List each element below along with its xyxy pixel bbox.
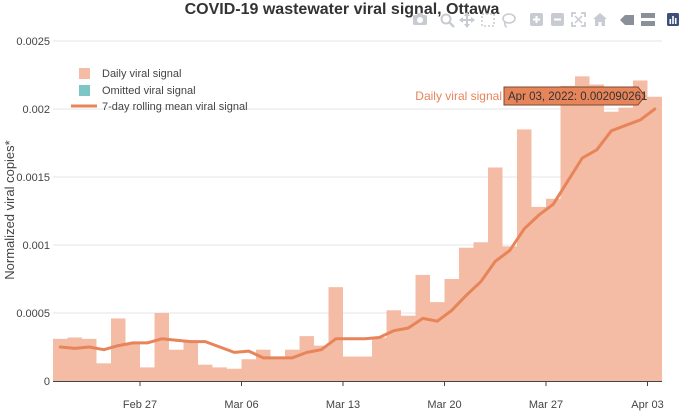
bar-daily-signal[interactable] xyxy=(473,242,489,381)
box-select-icon[interactable] xyxy=(481,13,495,27)
bar-daily-signal[interactable] xyxy=(430,302,445,381)
bar-daily-signal[interactable] xyxy=(227,368,242,381)
bar-daily-signal[interactable] xyxy=(270,356,286,381)
bar-daily-signal[interactable] xyxy=(444,279,460,381)
legend-label-rolling[interactable]: 7-day rolling mean viral signal xyxy=(102,101,248,113)
bar-daily-signal[interactable] xyxy=(125,342,141,381)
x-tick-label: Feb 27 xyxy=(123,399,157,411)
plotly-logo-icon[interactable] xyxy=(667,13,679,26)
bar-daily-signal[interactable] xyxy=(488,167,503,381)
bar-daily-signal[interactable] xyxy=(618,107,634,381)
bar-daily-signal[interactable] xyxy=(183,341,199,381)
legend-label-omitted[interactable]: Omitted viral signal xyxy=(102,85,196,97)
bar-daily-signal[interactable] xyxy=(169,349,184,381)
zoom-in-icon[interactable] xyxy=(530,13,543,26)
bar-daily-signal[interactable] xyxy=(328,287,344,381)
bar-daily-signal[interactable] xyxy=(314,345,329,381)
bar-daily-signal[interactable] xyxy=(140,367,155,381)
line-layer xyxy=(58,107,657,360)
rolling-mean-line[interactable] xyxy=(58,107,657,360)
x-tick-label: Mar 20 xyxy=(427,399,461,411)
x-tick-label: Mar 13 xyxy=(326,399,360,411)
bar-daily-signal[interactable] xyxy=(546,198,561,381)
hover-box xyxy=(503,86,646,106)
bar-daily-signal[interactable] xyxy=(198,364,213,381)
bar-daily-signal[interactable] xyxy=(299,336,315,381)
bar-daily-signal[interactable] xyxy=(53,338,68,381)
bar-daily-signal[interactable] xyxy=(633,80,648,381)
bar-daily-signal[interactable] xyxy=(517,129,532,381)
hover-compare-icon[interactable] xyxy=(641,13,655,26)
y-tick-label: 0.0015 xyxy=(16,172,50,184)
bar-daily-signal[interactable] xyxy=(357,356,373,381)
camera-icon[interactable] xyxy=(413,13,427,25)
bar-daily-signal[interactable] xyxy=(531,206,547,381)
y-tick-label: 0.0025 xyxy=(16,36,50,48)
lasso-icon[interactable] xyxy=(502,13,516,28)
bar-daily-signal[interactable] xyxy=(604,111,619,381)
bar-daily-signal[interactable] xyxy=(343,356,358,381)
hover-value-text: Apr 03, 2022: 0.002090261 xyxy=(508,91,647,103)
y-tick-label: 0.0005 xyxy=(16,308,50,320)
bar-daily-signal[interactable] xyxy=(67,337,83,381)
bar-daily-signal[interactable] xyxy=(111,318,126,381)
bar-daily-signal[interactable] xyxy=(459,247,474,381)
legend-swatch-daily[interactable] xyxy=(79,68,90,79)
hover-tooltip: Daily viral signal Apr 03, 2022: 0.00209… xyxy=(415,86,647,106)
bar-daily-signal[interactable] xyxy=(560,85,576,381)
bar-daily-signal[interactable] xyxy=(241,359,257,381)
bar-daily-signal[interactable] xyxy=(647,96,663,381)
y-tick-label: 0.002 xyxy=(22,104,50,116)
legend-swatch-omitted[interactable] xyxy=(79,85,90,96)
chart-title: COVID-19 wastewater viral signal, Ottawa xyxy=(185,1,500,18)
bar-daily-signal[interactable] xyxy=(82,338,97,381)
bar-daily-signal[interactable] xyxy=(212,367,228,381)
modebar xyxy=(413,12,679,28)
pan-icon[interactable] xyxy=(459,12,475,28)
y-tick-label: 0.001 xyxy=(22,240,50,252)
hover-series-label: Daily viral signal xyxy=(415,89,502,103)
hover-closest-icon[interactable] xyxy=(620,15,634,25)
bar-daily-signal[interactable] xyxy=(96,363,112,381)
zoom-out-icon[interactable] xyxy=(551,13,564,26)
y-axis: 0 0.0005 0.001 0.0015 0.002 0.0025 xyxy=(16,36,50,388)
x-tick-label: Apr 03 xyxy=(631,399,663,411)
bar-daily-signal[interactable] xyxy=(502,246,518,381)
x-tick-label: Mar 06 xyxy=(224,399,258,411)
bar-daily-signal[interactable] xyxy=(386,310,402,381)
y-tick-label: 0 xyxy=(44,376,50,388)
y-axis-label: Normalized viral copies* xyxy=(2,140,17,279)
zoom-icon[interactable] xyxy=(440,13,455,28)
legend-label-daily[interactable]: Daily viral signal xyxy=(102,68,181,80)
autoscale-icon[interactable] xyxy=(571,12,586,27)
bar-daily-signal[interactable] xyxy=(589,84,605,382)
bars-layer xyxy=(53,76,663,382)
home-icon[interactable] xyxy=(593,13,607,26)
legend: Daily viral signal Omitted viral signal … xyxy=(71,68,248,113)
bar-daily-signal[interactable] xyxy=(415,274,431,381)
x-tick-label: Mar 27 xyxy=(529,399,563,411)
bar-daily-signal[interactable] xyxy=(154,313,170,381)
bar-daily-signal[interactable] xyxy=(575,76,590,382)
x-axis: Feb 27 Mar 06 Mar 13 Mar 20 Mar 27 Apr 03 xyxy=(53,381,664,411)
bar-daily-signal[interactable] xyxy=(372,337,387,381)
bar-daily-signal[interactable] xyxy=(401,315,416,381)
